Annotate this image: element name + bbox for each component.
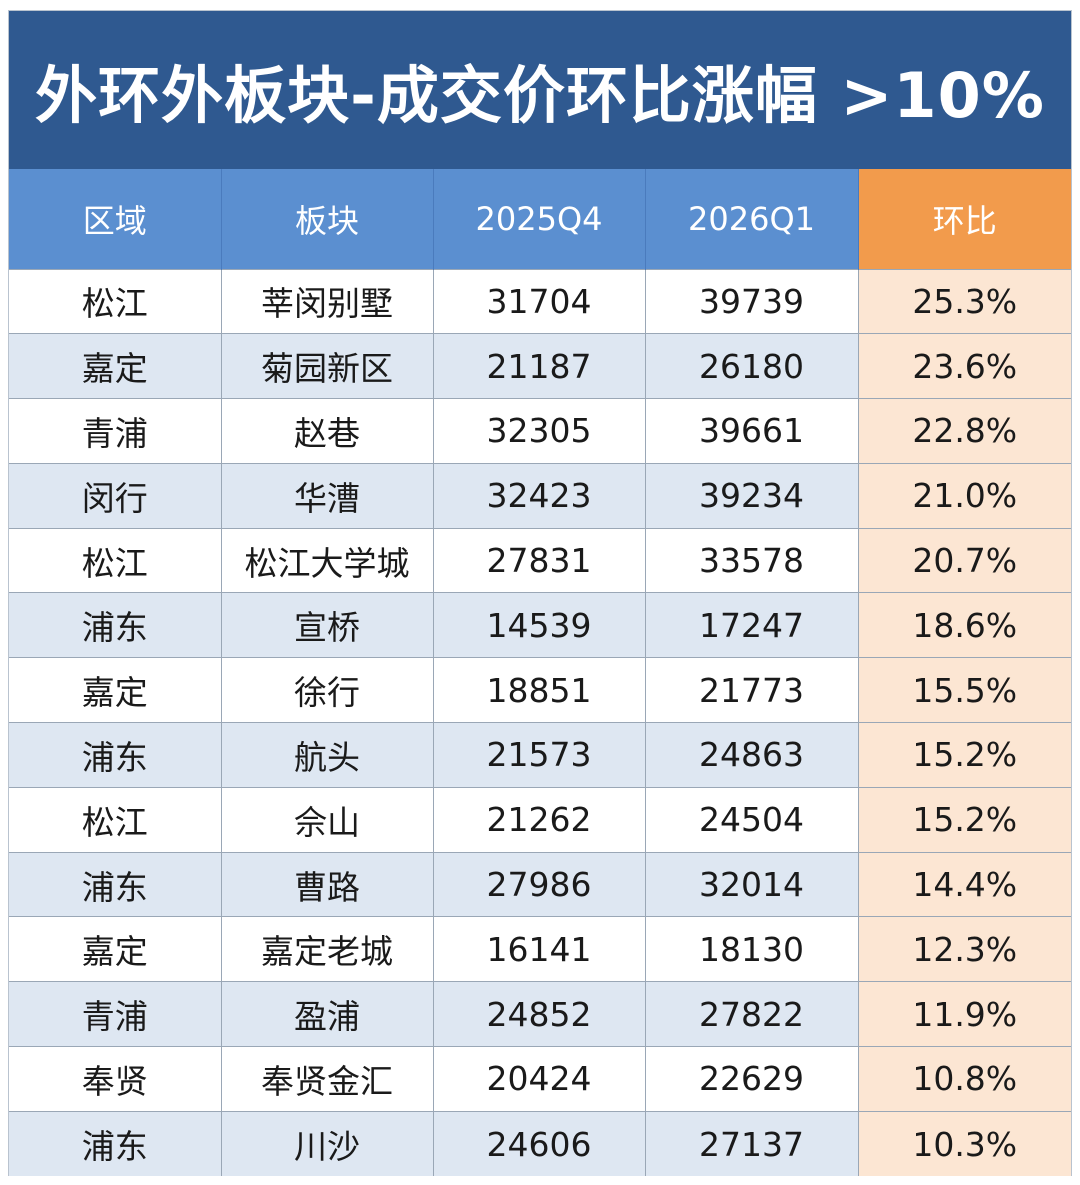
column-header-2026q1: 2026Q1 <box>645 169 859 269</box>
cell-ratio: 15.2% <box>858 786 1071 853</box>
cell-ratio: 10.8% <box>858 1046 1071 1112</box>
cell-region: 松江 <box>9 268 222 334</box>
cell-block: 宣桥 <box>221 592 434 658</box>
cell-2025q4: 24852 <box>433 981 646 1047</box>
cell-block: 奉贤金汇 <box>221 1046 434 1112</box>
table-row: 青浦 盈浦 24852 27822 11.9% <box>9 981 1071 1047</box>
table-body: 松江 莘闵别墅 31704 39739 25.3% 嘉定 菊园新区 21187 26180 23.… <box>9 268 1071 1177</box>
cell-region: 松江 <box>9 786 222 853</box>
cell-2025q4: 21573 <box>433 722 646 788</box>
cell-2025q4: 32423 <box>433 462 646 529</box>
cell-region: 青浦 <box>9 981 222 1047</box>
column-header-2025q4: 2025Q4 <box>433 169 646 269</box>
cell-region: 嘉定 <box>9 657 222 723</box>
cell-block: 松江大学城 <box>221 527 434 593</box>
title-bar: 外环外板块-成交价环比涨幅 >10% <box>9 11 1071 169</box>
cell-ratio: 12.3% <box>858 916 1071 982</box>
cell-ratio: 18.6% <box>858 592 1071 658</box>
cell-ratio: 21.0% <box>858 462 1071 529</box>
table-row: 嘉定 徐行 18851 21773 15.5% <box>9 657 1071 723</box>
cell-2026q1: 33578 <box>645 527 859 593</box>
cell-block: 赵巷 <box>221 398 434 464</box>
cell-block: 徐行 <box>221 657 434 723</box>
cell-2026q1: 24863 <box>645 722 859 788</box>
table-row: 浦东 航头 21573 24863 15.2% <box>9 722 1071 788</box>
cell-2025q4: 16141 <box>433 916 646 982</box>
cell-region: 浦东 <box>9 1110 222 1177</box>
cell-region: 嘉定 <box>9 333 222 399</box>
cell-2026q1: 22629 <box>645 1046 859 1112</box>
table-row: 嘉定 菊园新区 21187 26180 23.6% <box>9 333 1071 399</box>
cell-2026q1: 21773 <box>645 657 859 723</box>
cell-ratio: 22.8% <box>858 398 1071 464</box>
cell-ratio: 15.2% <box>858 722 1071 788</box>
cell-block: 盈浦 <box>221 981 434 1047</box>
cell-2026q1: 17247 <box>645 592 859 658</box>
table-row: 浦东 宣桥 14539 17247 18.6% <box>9 592 1071 658</box>
cell-ratio: 23.6% <box>858 333 1071 399</box>
cell-block: 华漕 <box>221 462 434 529</box>
cell-region: 浦东 <box>9 592 222 658</box>
cell-2025q4: 18851 <box>433 657 646 723</box>
header-row: 区域 板块 2025Q4 2026Q1 环比 <box>9 169 1071 269</box>
cell-2025q4: 27986 <box>433 851 646 917</box>
cell-block: 嘉定老城 <box>221 916 434 982</box>
table-row: 浦东 曹路 27986 32014 14.4% <box>9 851 1071 917</box>
cell-block: 菊园新区 <box>221 333 434 399</box>
cell-2026q1: 18130 <box>645 916 859 982</box>
cell-2026q1: 39661 <box>645 398 859 464</box>
cell-2025q4: 24606 <box>433 1110 646 1177</box>
table-row: 松江 莘闵别墅 31704 39739 25.3% <box>9 268 1071 334</box>
cell-2025q4: 14539 <box>433 592 646 658</box>
cell-ratio: 25.3% <box>858 268 1071 334</box>
cell-ratio: 11.9% <box>858 981 1071 1047</box>
table-row: 浦东 川沙 24606 27137 10.3% <box>9 1110 1071 1177</box>
cell-2025q4: 21187 <box>433 333 646 399</box>
cell-region: 浦东 <box>9 722 222 788</box>
cell-2026q1: 26180 <box>645 333 859 399</box>
cell-2025q4: 20424 <box>433 1046 646 1112</box>
table-row: 嘉定 嘉定老城 16141 18130 12.3% <box>9 916 1071 982</box>
cell-ratio: 14.4% <box>858 851 1071 917</box>
cell-2025q4: 27831 <box>433 527 646 593</box>
cell-block: 莘闵别墅 <box>221 268 434 334</box>
cell-2025q4: 31704 <box>433 268 646 334</box>
cell-ratio: 10.3% <box>858 1110 1071 1177</box>
cell-region: 浦东 <box>9 851 222 917</box>
table-row: 松江 佘山 21262 24504 15.2% <box>9 786 1071 853</box>
cell-2026q1: 39234 <box>645 462 859 529</box>
cell-2026q1: 39739 <box>645 268 859 334</box>
cell-block: 川沙 <box>221 1110 434 1177</box>
column-header-block: 板块 <box>221 169 434 269</box>
cell-region: 嘉定 <box>9 916 222 982</box>
cell-2026q1: 27822 <box>645 981 859 1047</box>
cell-ratio: 15.5% <box>858 657 1071 723</box>
cell-2026q1: 27137 <box>645 1110 859 1177</box>
cell-2025q4: 32305 <box>433 398 646 464</box>
cell-region: 松江 <box>9 527 222 593</box>
column-header-region: 区域 <box>9 169 222 269</box>
table-row: 青浦 赵巷 32305 39661 22.8% <box>9 398 1071 464</box>
cell-region: 闵行 <box>9 462 222 529</box>
cell-2026q1: 24504 <box>645 786 859 853</box>
table-row: 松江 松江大学城 27831 33578 20.7% <box>9 527 1071 593</box>
column-header-ratio: 环比 <box>858 169 1071 269</box>
cell-region: 青浦 <box>9 398 222 464</box>
cell-block: 航头 <box>221 722 434 788</box>
cell-block: 曹路 <box>221 851 434 917</box>
cell-block: 佘山 <box>221 786 434 853</box>
data-table: 区域 板块 2025Q4 2026Q1 环比 松江 莘闵别墅 31704 39739 2… <box>9 169 1071 1177</box>
cell-ratio: 20.7% <box>858 527 1071 593</box>
table-row: 闵行 华漕 32423 39234 21.0% <box>9 462 1071 529</box>
cell-2025q4: 21262 <box>433 786 646 853</box>
chart-title: 外环外板块-成交价环比涨幅 >10% <box>35 59 1045 132</box>
cell-region: 奉贤 <box>9 1046 222 1112</box>
cell-2026q1: 32014 <box>645 851 859 917</box>
table-row: 奉贤 奉贤金汇 20424 22629 10.8% <box>9 1046 1071 1112</box>
table-frame: 外环外板块-成交价环比涨幅 >10% 区域 板块 2025Q4 2026Q1 环… <box>8 10 1072 1177</box>
